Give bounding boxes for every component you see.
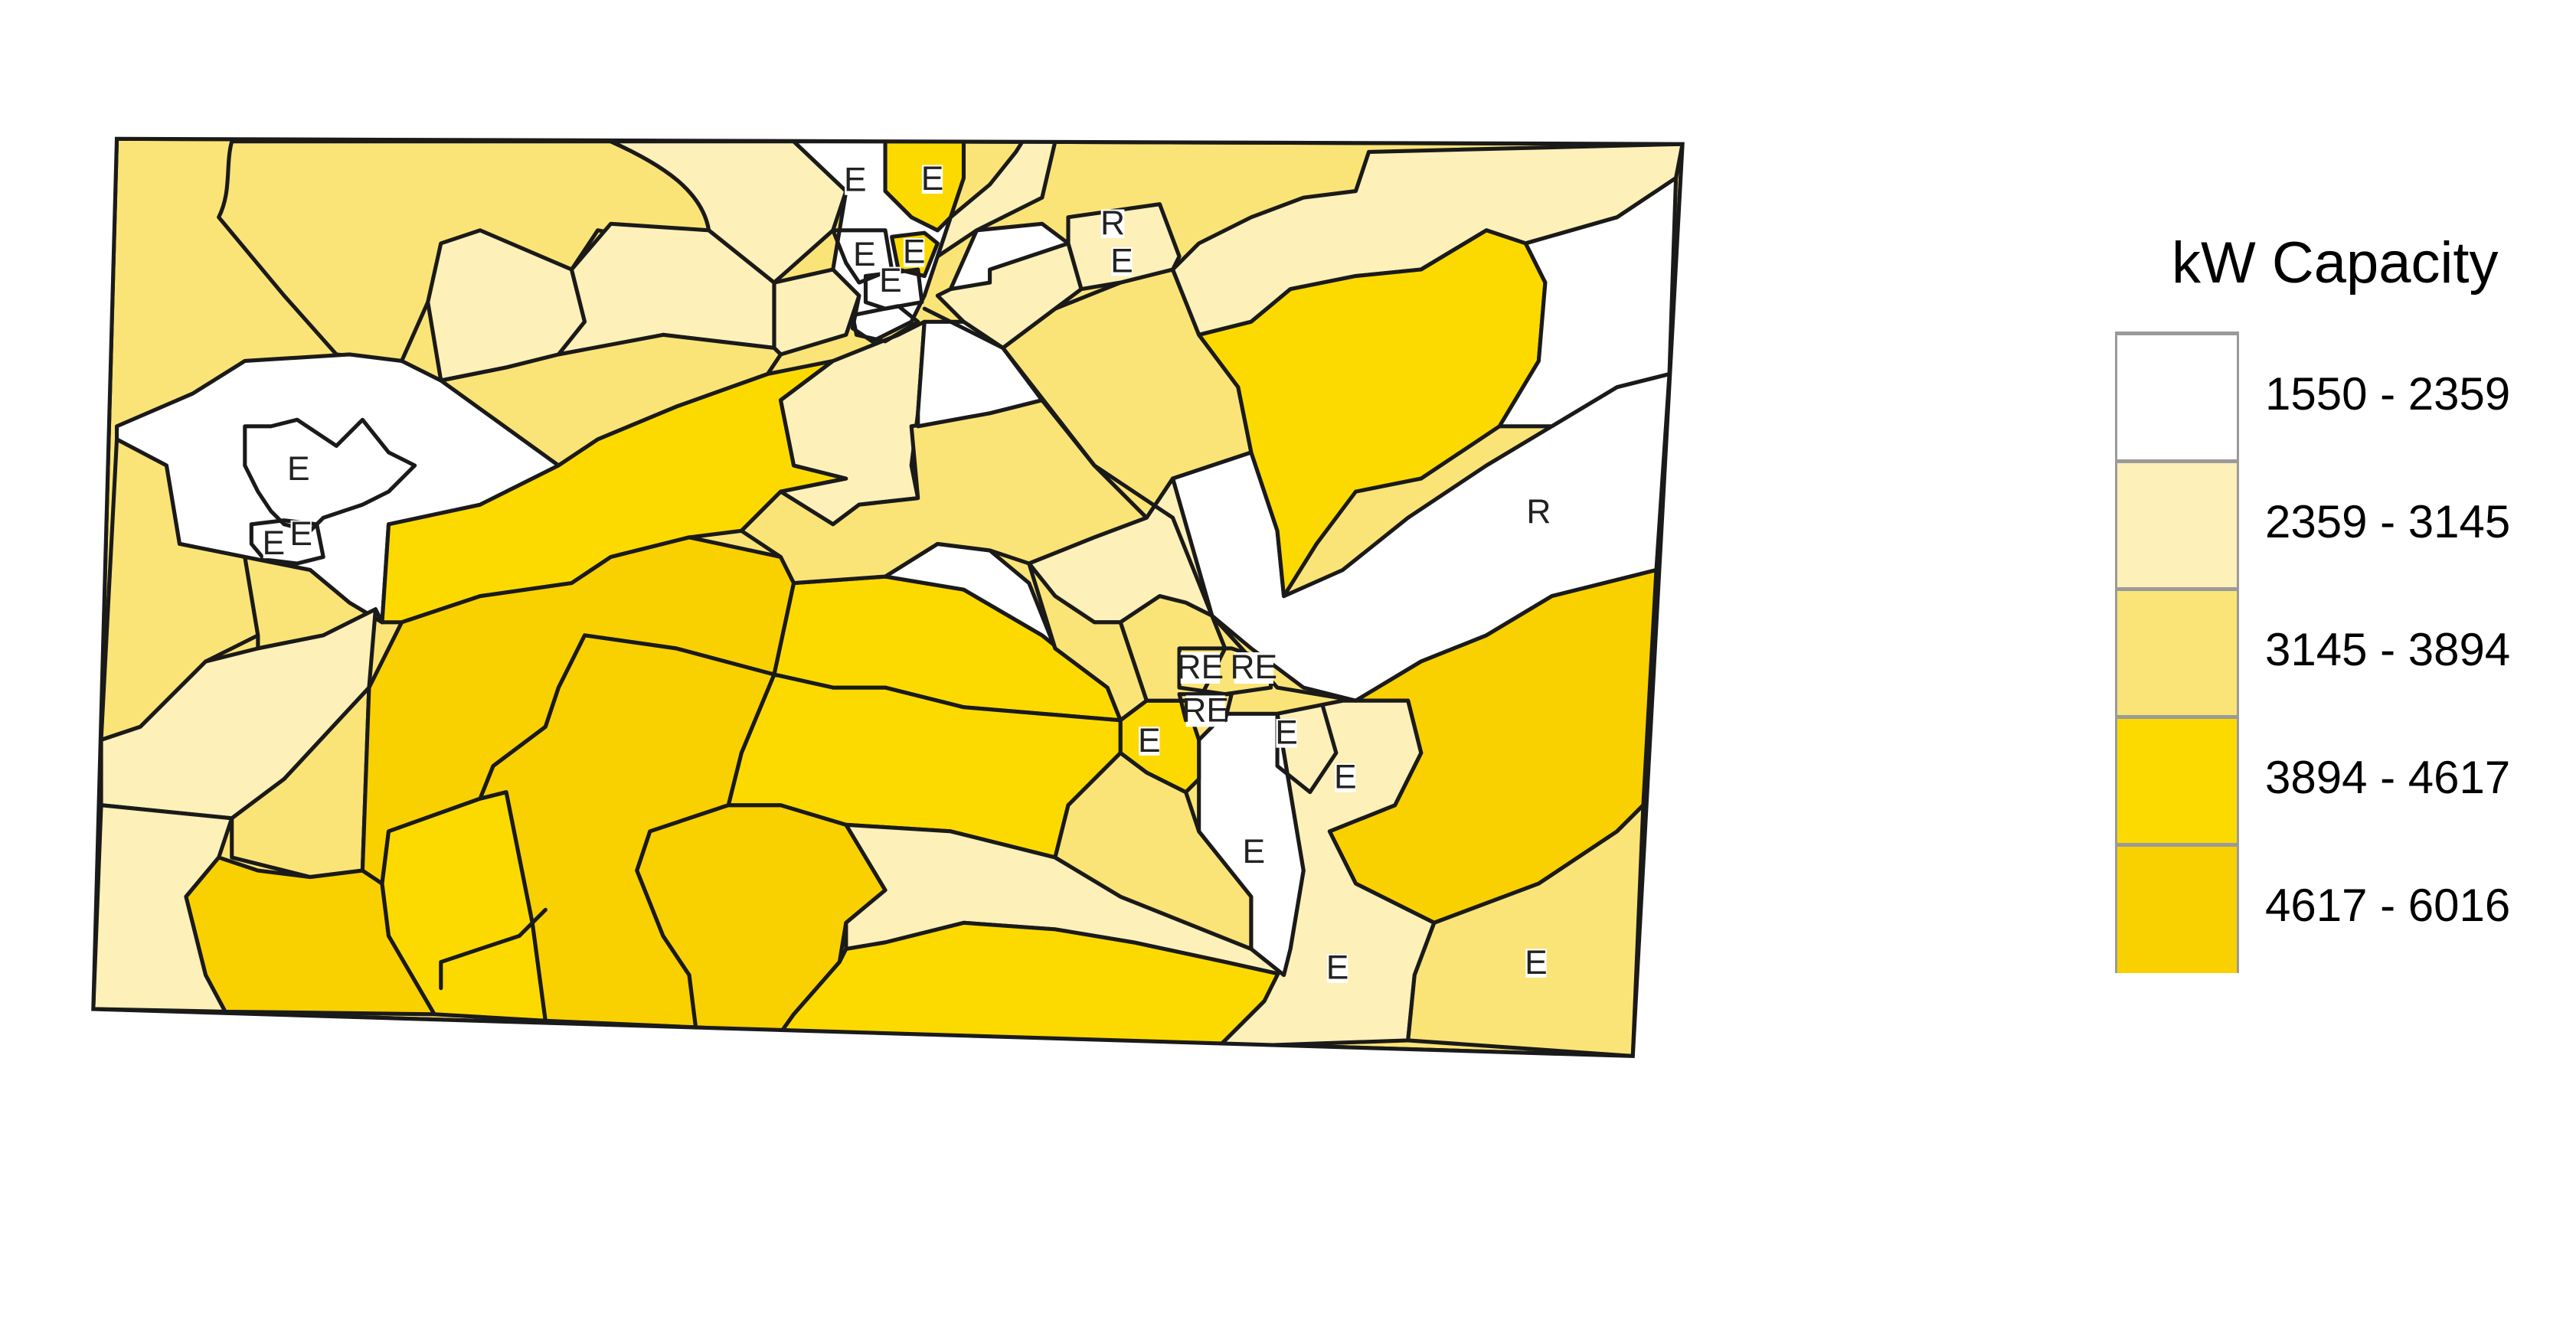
legend-item: 2359 - 3145 <box>2115 459 2559 590</box>
region-ne-white <box>1497 175 1679 429</box>
marker: R <box>1526 493 1551 531</box>
marker-label: R <box>1526 493 1551 531</box>
legend-swatch <box>2115 587 2239 717</box>
marker-label: E <box>853 236 876 273</box>
inner-boundary-8 <box>439 907 548 991</box>
legend-item: 1550 - 2359 <box>2115 332 2559 462</box>
marker-label: E <box>287 450 310 488</box>
inner-boundary-9 <box>1275 705 1339 795</box>
marker: RE <box>1177 648 1224 686</box>
river-boundary <box>922 306 1358 703</box>
marker: E <box>1275 714 1298 752</box>
inner-boundary-1 <box>243 417 417 533</box>
marker-label: E <box>1138 722 1161 759</box>
legend: kW Capacity 1550 - 2359 2359 - 3145 3145… <box>2098 214 2558 995</box>
legend-label: 3894 - 4617 <box>2265 752 2511 803</box>
marker: E <box>879 262 902 299</box>
region-cluster-ne-light <box>1066 202 1182 292</box>
marker: E <box>1243 833 1266 870</box>
marker-label: E <box>921 160 944 198</box>
marker-label: E <box>1110 242 1133 279</box>
marker-label: RE <box>1177 648 1224 686</box>
legend-item: 3145 - 3894 <box>2115 587 2559 717</box>
marker: E <box>287 450 310 488</box>
marker: E <box>903 233 926 270</box>
legend-item: 4617 - 6016 <box>2115 843 2559 973</box>
legend-label: 1550 - 2359 <box>2265 368 2511 420</box>
marker-label: E <box>1334 759 1357 796</box>
marker: E <box>921 160 944 198</box>
inner-boundary-6 <box>1177 646 1273 697</box>
marker-label: E <box>844 162 867 199</box>
legend-items: 1550 - 2359 2359 - 3145 3145 - 3894 3894… <box>2115 332 2559 973</box>
marker: E <box>1525 944 1548 981</box>
marker: E <box>263 524 286 562</box>
legend-swatch <box>2115 332 2239 462</box>
marker: R <box>1100 204 1125 242</box>
marker: E <box>1326 949 1349 987</box>
region-north-3 <box>609 139 848 285</box>
inner-boundary-5 <box>850 304 920 344</box>
marker: E <box>844 162 867 199</box>
marker-label: RE <box>1231 648 1278 686</box>
marker-label: E <box>289 515 312 553</box>
marker: E <box>1334 759 1357 796</box>
legend-swatch <box>2115 843 2239 973</box>
legend-label: 4617 - 6016 <box>2265 880 2511 931</box>
marker-label: E <box>903 233 926 270</box>
marker-label: E <box>1525 944 1548 981</box>
region-cluster-nc-white <box>948 221 1071 292</box>
marker-label: E <box>263 524 286 562</box>
marker-label: RE <box>1182 692 1229 730</box>
legend-title: kW Capacity <box>2172 230 2499 296</box>
inner-boundary-2 <box>249 518 325 566</box>
legend-swatch <box>2115 715 2239 845</box>
legend-label: 2359 - 3145 <box>2265 496 2511 547</box>
choropleth-map: E E E E E R E E E E R RE RE RE E E E E E… <box>46 73 2091 1249</box>
marker: RE <box>1231 648 1278 686</box>
marker-label: E <box>1275 714 1298 752</box>
marker-label: E <box>879 262 902 299</box>
marker-label: E <box>1243 833 1266 870</box>
marker: RE <box>1182 692 1229 730</box>
map-frame <box>91 136 1685 1059</box>
region-cr-yellow-1 <box>1053 750 1254 952</box>
marker-label: E <box>1326 949 1349 987</box>
marker: E <box>1138 722 1161 759</box>
marker: E <box>1110 242 1133 279</box>
marker: E <box>289 515 312 553</box>
legend-label: 3145 - 3894 <box>2265 624 2511 675</box>
marker-label: R <box>1100 204 1125 242</box>
legend-item: 3894 - 4617 <box>2115 715 2559 845</box>
map-canvas: E E E E E R E E E E R RE RE RE E E E E E… <box>91 136 1685 1059</box>
legend-swatch <box>2115 459 2239 590</box>
inner-boundary-4 <box>863 267 924 311</box>
marker-layer: E E E E E R E E E E R RE RE RE E E E E E… <box>263 160 1551 987</box>
marker: E <box>853 236 876 273</box>
